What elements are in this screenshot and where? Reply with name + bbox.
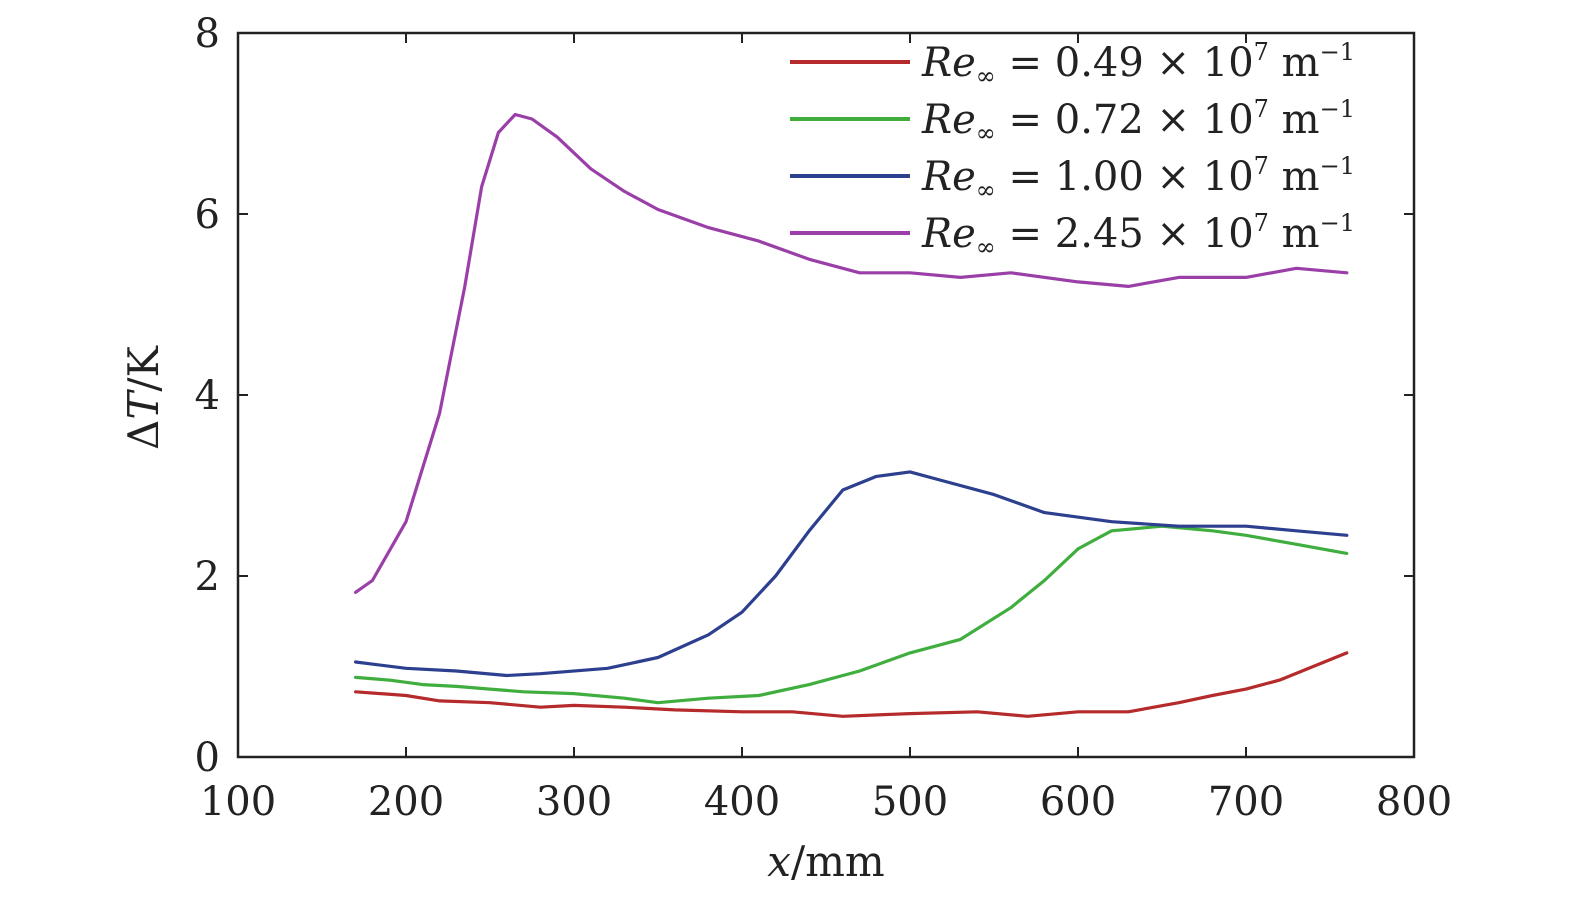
- y-tick-label: 4: [195, 373, 220, 419]
- y-axis-title: ΔT/K: [119, 344, 168, 450]
- series-line-3: [354, 470, 1349, 678]
- x-tick-label: 200: [368, 779, 444, 825]
- y-axis-ticks: 0 2 4 6 8: [195, 11, 1414, 781]
- series-layer: [354, 112, 1349, 718]
- y-tick-label: 2: [195, 554, 220, 600]
- y-tick-label: 6: [195, 192, 220, 238]
- legend-label-4: Re∞ = 2.45 × 107 m−1: [921, 209, 1355, 261]
- x-tick-label: 500: [872, 779, 948, 825]
- x-tick-label: 100: [200, 779, 276, 825]
- y-tick-label: 8: [195, 11, 220, 57]
- series-line-4: [354, 112, 1349, 594]
- x-tick-label: 400: [704, 779, 780, 825]
- x-tick-label: 700: [1208, 779, 1284, 825]
- plot-frame: [236, 31, 1416, 759]
- x-tick-label: 600: [1040, 779, 1116, 825]
- x-tick-label: 800: [1376, 779, 1452, 825]
- legend-label-3: Re∞ = 1.00 × 107 m−1: [921, 152, 1355, 204]
- series-line-1: [354, 651, 1349, 718]
- legend: Re∞ = 0.49 × 107 m−1Re∞ = 0.72 × 107 m−1…: [790, 38, 1355, 261]
- x-tick-label: 300: [536, 779, 612, 825]
- legend-label-1: Re∞ = 0.49 × 107 m−1: [921, 38, 1355, 90]
- legend-label-2: Re∞ = 0.72 × 107 m−1: [921, 95, 1355, 147]
- x-axis-title: x/mm: [767, 837, 885, 886]
- y-tick-label: 0: [195, 735, 220, 781]
- x-axis-ticks: 100 200 300 400 500 600 700 800: [200, 33, 1452, 825]
